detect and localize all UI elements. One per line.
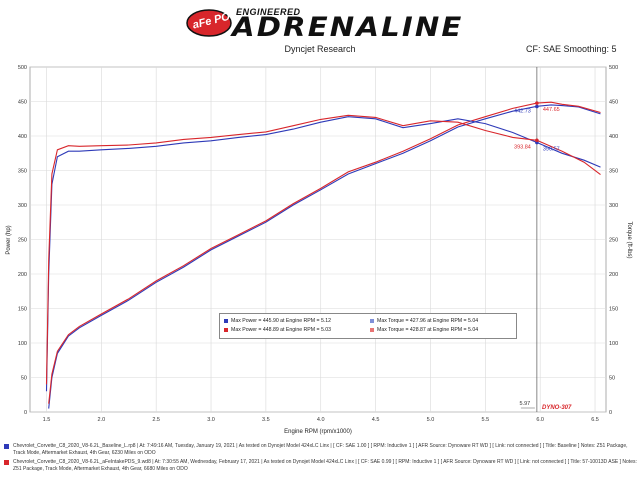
series-lines [45, 101, 601, 409]
y-tick-label-left: 200 [18, 272, 27, 278]
footer-marker-red [4, 460, 9, 465]
y-tick-label-left: 450 [18, 100, 27, 106]
footer-text-baseline: Chevrolet_Corvette_C8_2020_V8-6.2L_Basel… [13, 443, 628, 456]
series-line-power-0 [48, 104, 601, 409]
brand-top-text: ENGINEERED [236, 7, 301, 17]
y-tick-label-left: 0 [24, 410, 27, 416]
footer-row-baseline: Chevrolet_Corvette_C8_2020_V8-6.2L_Basel… [4, 443, 640, 457]
annotation-label: 442.73 [514, 109, 531, 115]
y-tick-label-right: 500 [609, 65, 618, 71]
x-tick-label: 4.0 [317, 417, 325, 423]
x-axis-label: Engine RPM (rpm/x1000) [284, 429, 352, 435]
x-tick-label: 4.5 [372, 417, 380, 423]
y-tick-label-right: 250 [609, 238, 618, 244]
y-tick-label-left: 300 [18, 203, 27, 209]
legend-item-blue-torque: Max Torque = 427.96 at Engine RPM = 5.04 [370, 318, 478, 324]
legend-swatch-light-blue [370, 319, 374, 323]
y-tick-label-right: 300 [609, 203, 618, 209]
legend-label: Max Torque = 427.96 at Engine RPM = 5.04 [377, 318, 479, 324]
legend-item-red-torque: Max Torque = 428.87 at Engine RPM = 5.04 [370, 327, 478, 333]
footer-run-info: Chevrolet_Corvette_C8_2020_V8-6.2L_Basel… [4, 443, 640, 473]
correction-factor-info: CF: SAE Smoothing: 5 [526, 44, 617, 54]
x-tick-labels: 1.5 2.0 2.5 3.0 3.5 4.0 4.5 5.0 5.5 6.0 6.5 [43, 417, 599, 423]
annotation-marker [535, 104, 539, 109]
footer-row-intake: Chevrolet_Corvette_C8_2020_V8-6.2L_aFeIn… [4, 459, 640, 473]
cursor: 5.97 [520, 67, 538, 412]
annotation-label: 390.57 [543, 147, 560, 153]
footer-marker-blue [4, 444, 9, 449]
annotation-label: 447.65 [543, 107, 560, 113]
y-tick-label-left: 50 [21, 376, 27, 382]
y-tick-label-left: 400 [18, 134, 27, 140]
annotation-label: 393.84 [514, 144, 531, 150]
y-tick-label-left: 350 [18, 169, 27, 175]
x-tick-label: 5.0 [427, 417, 435, 423]
grid [30, 66, 606, 413]
x-tick-label: 5.5 [481, 417, 489, 423]
x-tick-label: 3.5 [262, 417, 270, 423]
legend-label: Max Torque = 428.87 at Engine RPM = 5.04 [377, 327, 479, 333]
annotations: 442.73 447.65 390.57 393.84 [514, 101, 560, 153]
brand-main-text: ADRENALINE [232, 12, 464, 43]
legend-swatch-red [224, 328, 228, 332]
legend-label: Max Power = 448.89 at Engine RPM = 5.03 [231, 327, 332, 333]
annotation-marker [535, 138, 539, 143]
y-tick-label-left: 150 [18, 307, 27, 313]
chart-subtitle: Dyncjet Research [284, 44, 356, 54]
y-tick-label-right: 50 [609, 376, 615, 382]
y-axis-label-left: Power (hp) [6, 225, 12, 254]
y-tick-label-right: 150 [609, 307, 618, 313]
y-tick-label-right: 0 [609, 410, 612, 416]
legend-swatch-light-red [370, 328, 374, 332]
footer-text-intake: Chevrolet_Corvette_C8_2020_V8-6.2L_aFeIn… [13, 459, 637, 472]
y-tick-label-left: 500 [18, 65, 27, 71]
series-line-power-1 [48, 101, 601, 404]
legend-item-red-power: Max Power = 448.89 at Engine RPM = 5.03 [224, 327, 331, 333]
y-tick-labels-right: 0 50 100 150 200 250 300 350 400 450 500 [609, 65, 618, 416]
x-tick-label: 2.5 [152, 417, 160, 423]
legend-swatch-blue [224, 319, 228, 323]
series-line-torque-2 [45, 116, 601, 392]
legend-label: Max Power = 445.90 at Engine RPM = 5.12 [231, 318, 332, 324]
cursor-label: 5.97 [520, 401, 531, 407]
x-tick-label: 1.5 [43, 417, 51, 423]
brand-banner: aFe POWER ENGINEERED ADRENALINE [0, 0, 640, 43]
y-tick-label-left: 100 [18, 341, 27, 347]
chart-legend: Max Power = 445.90 at Engine RPM = 5.12 … [219, 313, 517, 339]
afe-logo-icon [186, 9, 232, 37]
x-tick-label: 3.0 [207, 417, 215, 423]
y-tick-label-right: 450 [609, 100, 618, 106]
legend-item-blue-power: Max Power = 445.90 at Engine RPM = 5.12 [224, 318, 331, 324]
y-axis-label-right: Torque (ft-lbs) [626, 221, 632, 258]
y-tick-label-right: 200 [609, 272, 618, 278]
series-line-torque-3 [45, 114, 601, 385]
annotation-marker [535, 101, 539, 105]
y-tick-label-right: 400 [609, 134, 618, 140]
x-tick-label: 2.0 [97, 417, 105, 423]
y-tick-label-left: 250 [18, 238, 27, 244]
dyno-watermark: DYNO-307 [542, 405, 572, 411]
y-tick-labels-left: 0 50 100 150 200 250 300 350 400 450 500 [18, 65, 27, 416]
y-tick-label-right: 350 [609, 169, 618, 175]
x-tick-label: 6.5 [591, 417, 599, 423]
dyno-chart: 1.5 2.0 2.5 3.0 3.5 4.0 4.5 5.0 5.5 6.0 6.5 0 50 100… [6, 65, 632, 435]
x-tick-label: 6.0 [536, 417, 544, 423]
y-tick-label-right: 100 [609, 341, 618, 347]
